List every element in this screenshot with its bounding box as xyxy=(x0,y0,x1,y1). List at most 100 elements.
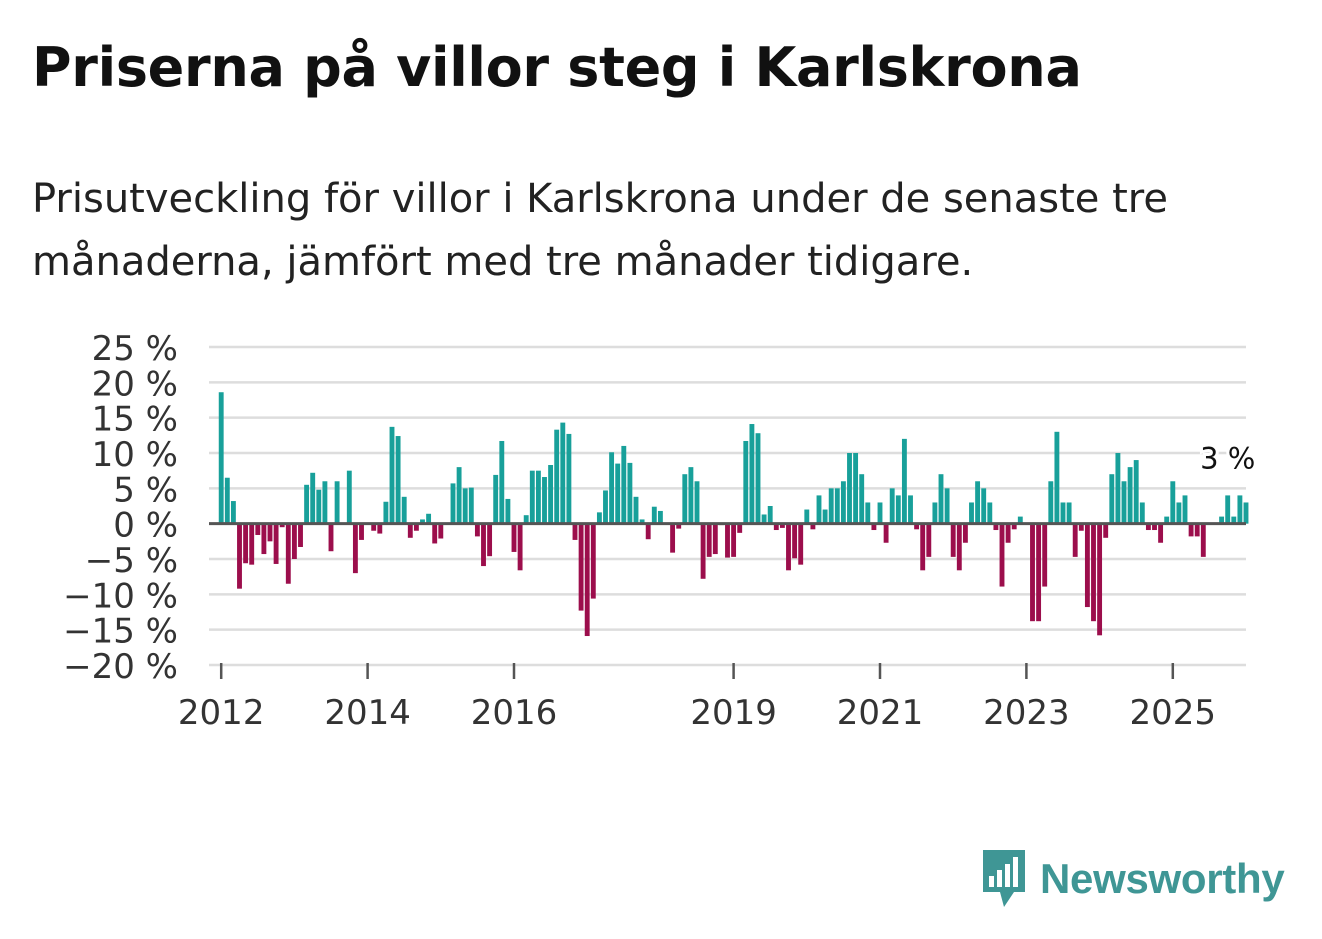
bar xyxy=(920,523,926,571)
bar xyxy=(657,510,663,524)
bar xyxy=(1066,502,1072,524)
bar xyxy=(688,467,694,524)
bar xyxy=(1054,431,1060,524)
axes xyxy=(209,522,1246,679)
bar xyxy=(237,523,242,589)
bar xyxy=(487,523,493,557)
bar xyxy=(243,523,249,564)
bar xyxy=(304,484,310,524)
x-tick-label: 2014 xyxy=(324,693,411,733)
bar xyxy=(1005,523,1011,543)
bar xyxy=(438,523,444,539)
bar xyxy=(706,523,712,557)
bar xyxy=(694,481,700,524)
bar xyxy=(359,523,364,540)
bar xyxy=(474,523,480,537)
bar xyxy=(407,523,413,538)
bar xyxy=(895,495,901,524)
y-tick-label: 15 % xyxy=(92,400,178,440)
bar xyxy=(1078,523,1084,531)
bar xyxy=(420,519,425,524)
bar xyxy=(267,523,273,542)
bar xyxy=(310,472,316,524)
bar xyxy=(828,488,834,524)
bar xyxy=(969,502,974,524)
bar xyxy=(865,502,871,524)
y-tick-label: 0 % xyxy=(113,506,178,546)
bar xyxy=(975,481,981,524)
bar xyxy=(230,501,236,524)
bar xyxy=(584,523,590,637)
bar xyxy=(432,523,438,544)
bar xyxy=(456,467,462,524)
bar xyxy=(285,523,291,584)
bar xyxy=(914,523,920,530)
bar xyxy=(603,490,608,524)
bar xyxy=(712,523,718,555)
y-tick-label: 5 % xyxy=(113,470,178,510)
bar xyxy=(1237,495,1243,524)
bar xyxy=(1017,516,1023,524)
bar xyxy=(371,523,377,531)
bar xyxy=(291,523,297,559)
bar xyxy=(517,523,523,571)
bar xyxy=(566,433,572,524)
y-tick-label: −20 % xyxy=(63,647,178,687)
bar xyxy=(834,488,840,524)
bar xyxy=(926,523,932,557)
bar xyxy=(523,515,529,524)
bar xyxy=(1200,523,1206,557)
bar xyxy=(279,523,285,528)
bar xyxy=(779,523,785,528)
bar xyxy=(328,523,334,552)
newsworthy-brand-name: Newsworthy xyxy=(1040,855,1285,902)
x-tick-label: 2012 xyxy=(178,693,265,733)
bar xyxy=(273,523,279,564)
bar xyxy=(609,452,615,524)
bar xyxy=(377,523,383,534)
bar xyxy=(1103,523,1109,538)
bar xyxy=(316,489,322,524)
bar xyxy=(737,523,743,533)
bar xyxy=(1176,502,1182,524)
y-tick-label: −5 % xyxy=(85,541,178,581)
bar xyxy=(462,488,468,524)
bar xyxy=(426,513,432,524)
bar xyxy=(840,481,846,524)
labels: 25 %20 %15 %10 %5 %0 %−5 %−10 %−15 %−20 … xyxy=(63,329,1258,733)
bar xyxy=(743,440,749,524)
bar xyxy=(1072,523,1078,557)
bar xyxy=(529,470,535,524)
bar xyxy=(224,477,230,524)
newsworthy-logo-icon xyxy=(983,850,1025,907)
bar xyxy=(218,392,224,524)
bar xyxy=(1060,502,1066,524)
bars xyxy=(218,392,1249,637)
bar xyxy=(596,512,602,524)
bar xyxy=(413,523,419,531)
bar xyxy=(877,502,883,524)
bar xyxy=(956,523,962,571)
bar xyxy=(395,436,401,524)
bar xyxy=(401,496,407,524)
bar xyxy=(944,488,950,524)
bar xyxy=(816,495,822,524)
bar xyxy=(560,422,566,524)
bar xyxy=(1194,523,1200,537)
x-tick-label: 2019 xyxy=(690,693,777,733)
bar xyxy=(804,509,810,524)
bar xyxy=(1109,474,1115,524)
bar xyxy=(633,496,639,524)
y-tick-label: 10 % xyxy=(92,435,178,475)
bar xyxy=(645,523,651,540)
newsworthy-logo[interactable]: Newsworthy xyxy=(980,848,1285,910)
latest-value-label: 3 % xyxy=(1200,441,1255,475)
bar xyxy=(493,474,499,524)
bar xyxy=(1030,523,1035,622)
bar xyxy=(853,453,859,524)
bar xyxy=(1133,460,1139,524)
bar xyxy=(499,440,505,524)
x-tick-label: 2021 xyxy=(837,693,924,733)
bar xyxy=(261,523,267,555)
